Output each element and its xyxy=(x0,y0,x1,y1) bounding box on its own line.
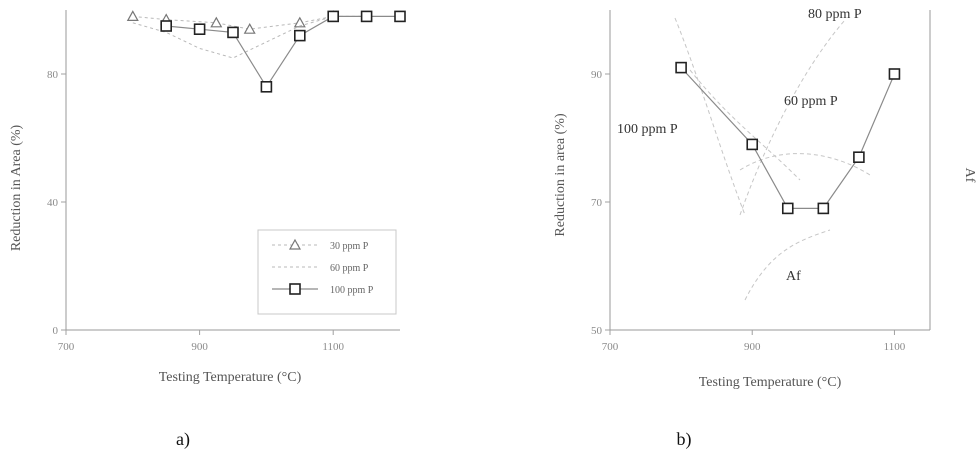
y-tick-label: 70 xyxy=(591,197,603,209)
panel-b: 700 900 1100 50 70 90 80 ppm P 60 ppm P 100 … xyxy=(553,7,977,390)
x-tick-label: 1100 xyxy=(884,341,906,353)
annotation-af: Af xyxy=(786,269,801,284)
legend-entry-3: 100 ppm P xyxy=(272,283,374,296)
panel-a-y-label: Reduction in Area (%) xyxy=(9,124,24,251)
panel-b-curve-upper xyxy=(739,19,846,216)
y-tick-label: 50 xyxy=(591,325,603,337)
legend-box xyxy=(257,229,397,315)
legend-square-marker xyxy=(289,283,301,295)
y-tick-label: 0 xyxy=(53,325,59,337)
square-data-point xyxy=(888,68,901,80)
annotation-100ppm: 100 ppm P xyxy=(617,122,678,137)
annotation-60ppm: 60 ppm P xyxy=(784,94,838,109)
x-tick-label: 900 xyxy=(744,341,761,353)
square-data-point xyxy=(193,23,206,36)
panel-b-y-label: Reduction in area (%) xyxy=(553,113,568,237)
triangle-data-point xyxy=(126,10,139,21)
panel-b-curve-left xyxy=(674,17,746,216)
x-tick-label: 700 xyxy=(58,341,75,353)
panel-b-y2-label: Af xyxy=(962,168,977,183)
panel-a-legend: 30 ppm P 60 ppm P 100 ppm P xyxy=(257,229,397,315)
square-data-point xyxy=(260,81,273,93)
triangle-data-point xyxy=(210,16,223,28)
panel-a-series xyxy=(126,10,406,93)
annotation-80ppm: 80 ppm P xyxy=(808,7,862,22)
panel-b-curve-af xyxy=(744,229,831,301)
series-line-0 xyxy=(680,67,895,209)
caption-b: b) xyxy=(677,429,692,450)
square-data-point xyxy=(675,61,687,74)
panel-b-curve-inner xyxy=(689,69,801,181)
legend-label-1: 30 ppm P xyxy=(330,241,369,252)
x-tick-label: 700 xyxy=(602,341,619,353)
panel-b-curve-mid xyxy=(739,153,871,176)
square-data-point xyxy=(327,10,340,23)
square-data-point xyxy=(746,138,759,151)
square-data-point xyxy=(853,151,865,163)
legend-triangle-marker xyxy=(288,238,302,250)
panel-a: 700 900 1100 0 40 80 Testing Temperature (°C… xyxy=(9,10,406,385)
panel-b-series xyxy=(675,61,901,215)
y-tick-label: 90 xyxy=(591,69,603,81)
legend-label-2: 60 ppm P xyxy=(330,263,369,274)
triangle-data-point xyxy=(293,16,306,28)
panel-b-x-label: Testing Temperature (°C) xyxy=(699,375,842,390)
square-data-point xyxy=(360,10,373,23)
square-data-point xyxy=(160,20,172,32)
legend-entry-1: 30 ppm P xyxy=(272,238,369,252)
panel-a-y-ticks: 0 40 80 xyxy=(47,69,66,337)
legend-entry-2: 60 ppm P xyxy=(272,263,369,274)
square-data-point xyxy=(227,26,239,39)
square-data-point xyxy=(817,202,830,215)
y-tick-label: 40 xyxy=(47,197,59,209)
x-tick-label: 1100 xyxy=(322,341,344,353)
triangle-data-point xyxy=(243,22,256,34)
panel-a-x-label: Testing Temperature (°C) xyxy=(159,370,302,385)
caption-a: a) xyxy=(176,429,190,450)
square-data-point xyxy=(394,10,406,23)
square-data-point xyxy=(293,29,306,42)
square-data-point xyxy=(781,202,794,215)
x-tick-label: 900 xyxy=(191,341,208,353)
y-tick-label: 80 xyxy=(47,69,59,81)
panel-b-x-ticks: 700 900 1100 xyxy=(602,330,906,353)
panel-a-x-ticks: 700 900 1100 xyxy=(58,330,344,353)
panel-b-y-ticks: 50 70 90 xyxy=(591,69,610,337)
legend-label-3: 100 ppm P xyxy=(330,285,374,296)
